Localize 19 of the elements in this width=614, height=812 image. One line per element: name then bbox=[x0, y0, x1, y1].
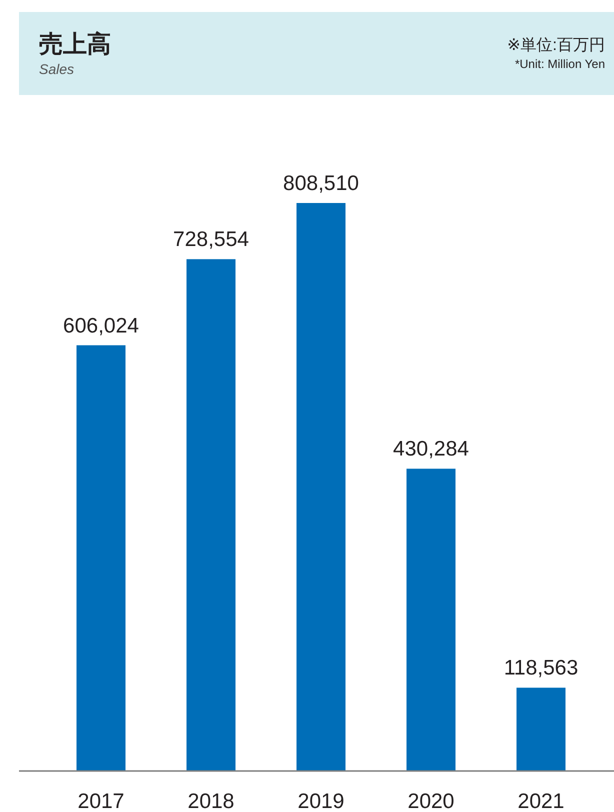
bar bbox=[76, 345, 126, 771]
bar bbox=[516, 688, 566, 771]
chart-subtitle: Sales bbox=[39, 61, 74, 77]
text: *Unit: Million Yen bbox=[514, 57, 605, 71]
data-label: 728,554 bbox=[173, 228, 250, 252]
x-tick-label: 2017 bbox=[78, 790, 124, 812]
bar bbox=[296, 203, 346, 771]
data-label: 118,563 bbox=[504, 656, 578, 680]
x-tick-label: 2018 bbox=[188, 790, 234, 812]
x-tick-label: 2019 bbox=[298, 790, 344, 812]
text: ※単位:百万円 bbox=[507, 37, 605, 54]
data-label: 430,284 bbox=[393, 438, 470, 461]
chart-title: 売上高 bbox=[39, 30, 111, 58]
bar bbox=[406, 468, 456, 771]
data-label: 808,510 bbox=[283, 172, 359, 195]
x-tick-label: 2020 bbox=[408, 790, 454, 812]
x-tick-label: 2021 bbox=[518, 790, 564, 812]
data-label: 606,024 bbox=[63, 314, 140, 338]
bar bbox=[186, 259, 236, 771]
